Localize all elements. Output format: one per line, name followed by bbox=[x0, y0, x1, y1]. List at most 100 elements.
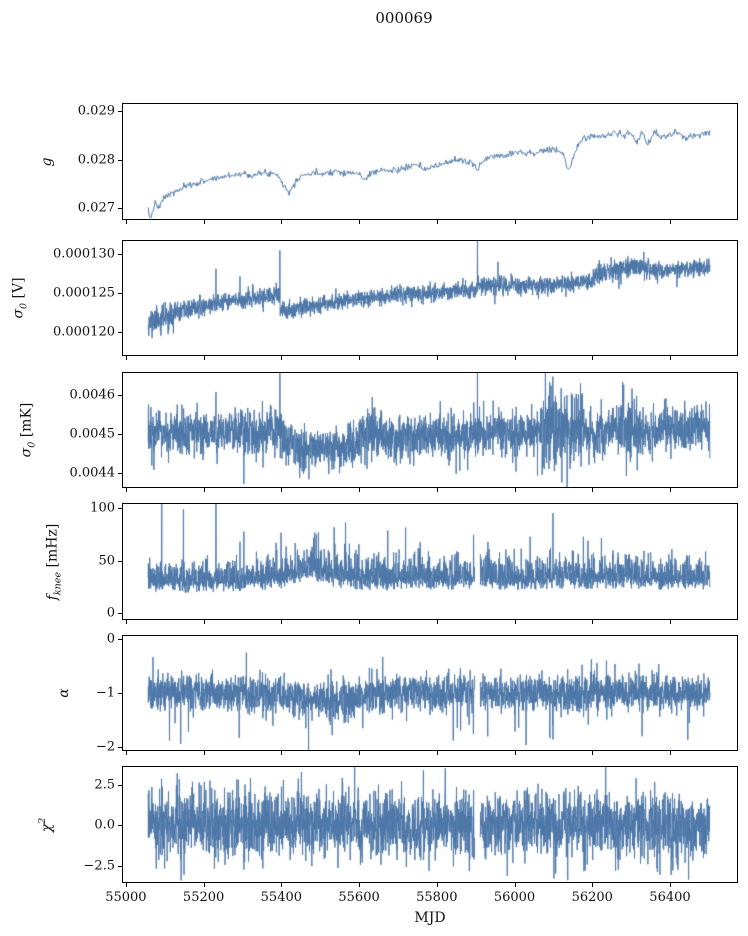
y-tick bbox=[118, 825, 122, 827]
subplot-canvas bbox=[123, 636, 737, 750]
x-tick bbox=[203, 883, 205, 887]
y-axis-label-segment: α bbox=[56, 688, 72, 698]
y-tick-label: 2.5 bbox=[94, 777, 115, 793]
x-tick bbox=[592, 356, 594, 360]
y-axis-label-segment: χ bbox=[38, 823, 55, 832]
y-tick bbox=[118, 111, 122, 113]
y-tick bbox=[118, 254, 122, 256]
y-axis-label-segment: 0 bbox=[18, 302, 30, 309]
x-tick bbox=[281, 220, 283, 224]
x-tick bbox=[125, 751, 127, 755]
x-tick bbox=[592, 751, 594, 755]
x-tick bbox=[669, 751, 671, 755]
y-tick-label: 0.028 bbox=[77, 152, 115, 168]
subplot-canvas bbox=[123, 767, 737, 882]
subplot-axes bbox=[122, 503, 738, 620]
y-axis-label-segment: 2 bbox=[37, 817, 49, 824]
x-tick-label: 55200 bbox=[182, 890, 225, 905]
x-tick-label: 55000 bbox=[105, 890, 147, 905]
y-tick bbox=[118, 784, 122, 786]
y-axis-label: σ0 [V] bbox=[11, 277, 30, 318]
y-axis-label: g bbox=[39, 157, 55, 166]
y-tick bbox=[118, 508, 122, 510]
x-tick bbox=[203, 488, 205, 492]
x-tick bbox=[514, 883, 516, 887]
x-tick-label: 56400 bbox=[649, 890, 691, 905]
x-tick bbox=[281, 488, 283, 492]
y-axis-label: fknee [mHz] bbox=[45, 523, 64, 600]
x-tick bbox=[203, 356, 205, 360]
figure-title: 000069 bbox=[375, 9, 433, 27]
x-tick bbox=[669, 488, 671, 492]
y-tick bbox=[118, 746, 122, 748]
y-tick-label: 100 bbox=[90, 500, 115, 516]
x-tick bbox=[592, 620, 594, 624]
x-tick bbox=[359, 620, 361, 624]
x-tick bbox=[514, 751, 516, 755]
x-tick bbox=[436, 883, 438, 887]
y-tick bbox=[118, 332, 122, 334]
x-tick bbox=[359, 356, 361, 360]
x-tick bbox=[359, 488, 361, 492]
y-tick-label: 50 bbox=[98, 553, 115, 568]
x-tick bbox=[125, 220, 127, 224]
x-tick bbox=[514, 620, 516, 624]
y-tick bbox=[118, 159, 122, 161]
y-tick-label: −2 bbox=[95, 739, 115, 755]
y-tick-label: −1 bbox=[95, 685, 115, 701]
x-tick bbox=[203, 620, 205, 624]
x-tick bbox=[436, 220, 438, 224]
x-tick bbox=[669, 220, 671, 224]
subplot-canvas bbox=[123, 241, 737, 355]
y-axis-label-segment: knee bbox=[52, 571, 64, 595]
x-tick bbox=[359, 220, 361, 224]
x-tick bbox=[514, 488, 516, 492]
x-tick bbox=[203, 751, 205, 755]
x-tick bbox=[514, 356, 516, 360]
y-tick-label: 0 bbox=[106, 631, 115, 647]
x-tick bbox=[203, 220, 205, 224]
y-axis-label-segment: 0 bbox=[26, 441, 38, 448]
x-tick bbox=[125, 620, 127, 624]
y-axis-label-segment: [mHz] bbox=[44, 523, 61, 572]
y-tick-label: 0.029 bbox=[77, 103, 115, 119]
y-tick-label: 0.0046 bbox=[69, 387, 116, 403]
y-tick-label: 0.0044 bbox=[69, 465, 116, 481]
y-tick bbox=[118, 865, 122, 867]
x-tick bbox=[436, 356, 438, 360]
x-tick bbox=[281, 883, 283, 887]
y-tick-label: 0.000130 bbox=[52, 246, 115, 262]
y-tick bbox=[118, 395, 122, 397]
x-tick bbox=[669, 620, 671, 624]
x-tick-label: 56200 bbox=[571, 890, 613, 905]
x-tick bbox=[359, 883, 361, 887]
subplot-axes bbox=[122, 372, 738, 488]
y-tick bbox=[118, 472, 122, 474]
y-axis-label: χ2 bbox=[37, 817, 55, 832]
x-tick bbox=[592, 883, 594, 887]
x-tick bbox=[359, 751, 361, 755]
x-tick bbox=[281, 356, 283, 360]
x-tick bbox=[125, 883, 127, 887]
y-axis-label-segment: g bbox=[39, 157, 55, 166]
y-tick-label: 0.000125 bbox=[52, 285, 115, 301]
y-tick-label: −2.5 bbox=[83, 858, 115, 874]
x-tick bbox=[125, 488, 127, 492]
y-tick bbox=[118, 207, 122, 209]
y-axis-label: α bbox=[56, 688, 72, 697]
y-tick bbox=[118, 693, 122, 694]
y-tick bbox=[118, 433, 122, 435]
y-axis-label: σ0 [mK] bbox=[19, 403, 38, 458]
subplot-canvas bbox=[123, 104, 737, 219]
y-tick-label: 0.0045 bbox=[69, 426, 116, 442]
x-tick bbox=[514, 220, 516, 224]
x-tick bbox=[281, 751, 283, 755]
x-tick-label: 56000 bbox=[493, 890, 536, 905]
x-axis-label: MJD bbox=[414, 910, 446, 926]
x-tick-label: 55400 bbox=[260, 890, 303, 905]
y-axis-label-segment: σ bbox=[18, 447, 35, 458]
subplot-axes bbox=[122, 635, 738, 751]
y-axis-label-segment: f bbox=[44, 594, 61, 600]
y-axis-label-segment: [V] bbox=[10, 277, 27, 303]
